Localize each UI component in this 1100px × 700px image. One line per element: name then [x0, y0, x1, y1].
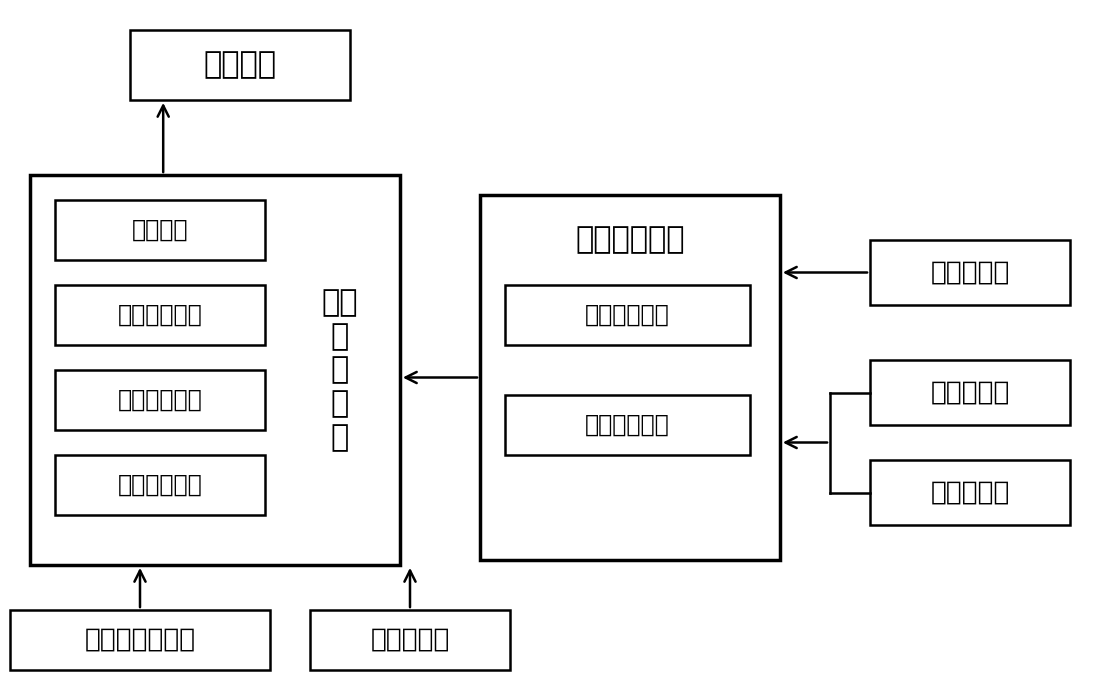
Text: 数据处理模块: 数据处理模块 [575, 225, 684, 255]
Text: 振动传感器: 振动传感器 [371, 627, 450, 653]
Text: 正常电流范围: 正常电流范围 [585, 413, 670, 437]
Bar [870, 240, 1070, 305]
Bar [505, 285, 750, 345]
Text: 电压传感器: 电压传感器 [931, 480, 1010, 505]
Bar [480, 195, 780, 560]
Bar [505, 395, 750, 455]
Text: 永磁电机: 永磁电机 [204, 50, 276, 80]
Text: 震动阈值: 震动阈值 [132, 218, 188, 242]
Text: 电流传感器: 电流传感器 [931, 379, 1010, 405]
Bar [55, 285, 265, 345]
Bar [130, 30, 350, 100]
Text: 正常电压范围: 正常电压范围 [585, 303, 670, 327]
Text: 第二温度阈值: 第二温度阈值 [118, 388, 202, 412]
Text: 第一温度阈值: 第一温度阈值 [118, 303, 202, 327]
Bar [10, 610, 269, 670]
Bar [55, 370, 265, 430]
Bar [310, 610, 510, 670]
Text: 霍尔位置传感器: 霍尔位置传感器 [85, 627, 196, 653]
Text: 第三温度阈值: 第三温度阈值 [118, 473, 202, 497]
Bar [55, 200, 265, 260]
Text: 温度传感器: 温度传感器 [931, 260, 1010, 286]
Bar [870, 360, 1070, 425]
Text: 中央
处
理
模
块: 中央 处 理 模 块 [321, 288, 359, 452]
Bar [55, 455, 265, 515]
Bar [30, 175, 400, 565]
Bar [870, 460, 1070, 525]
